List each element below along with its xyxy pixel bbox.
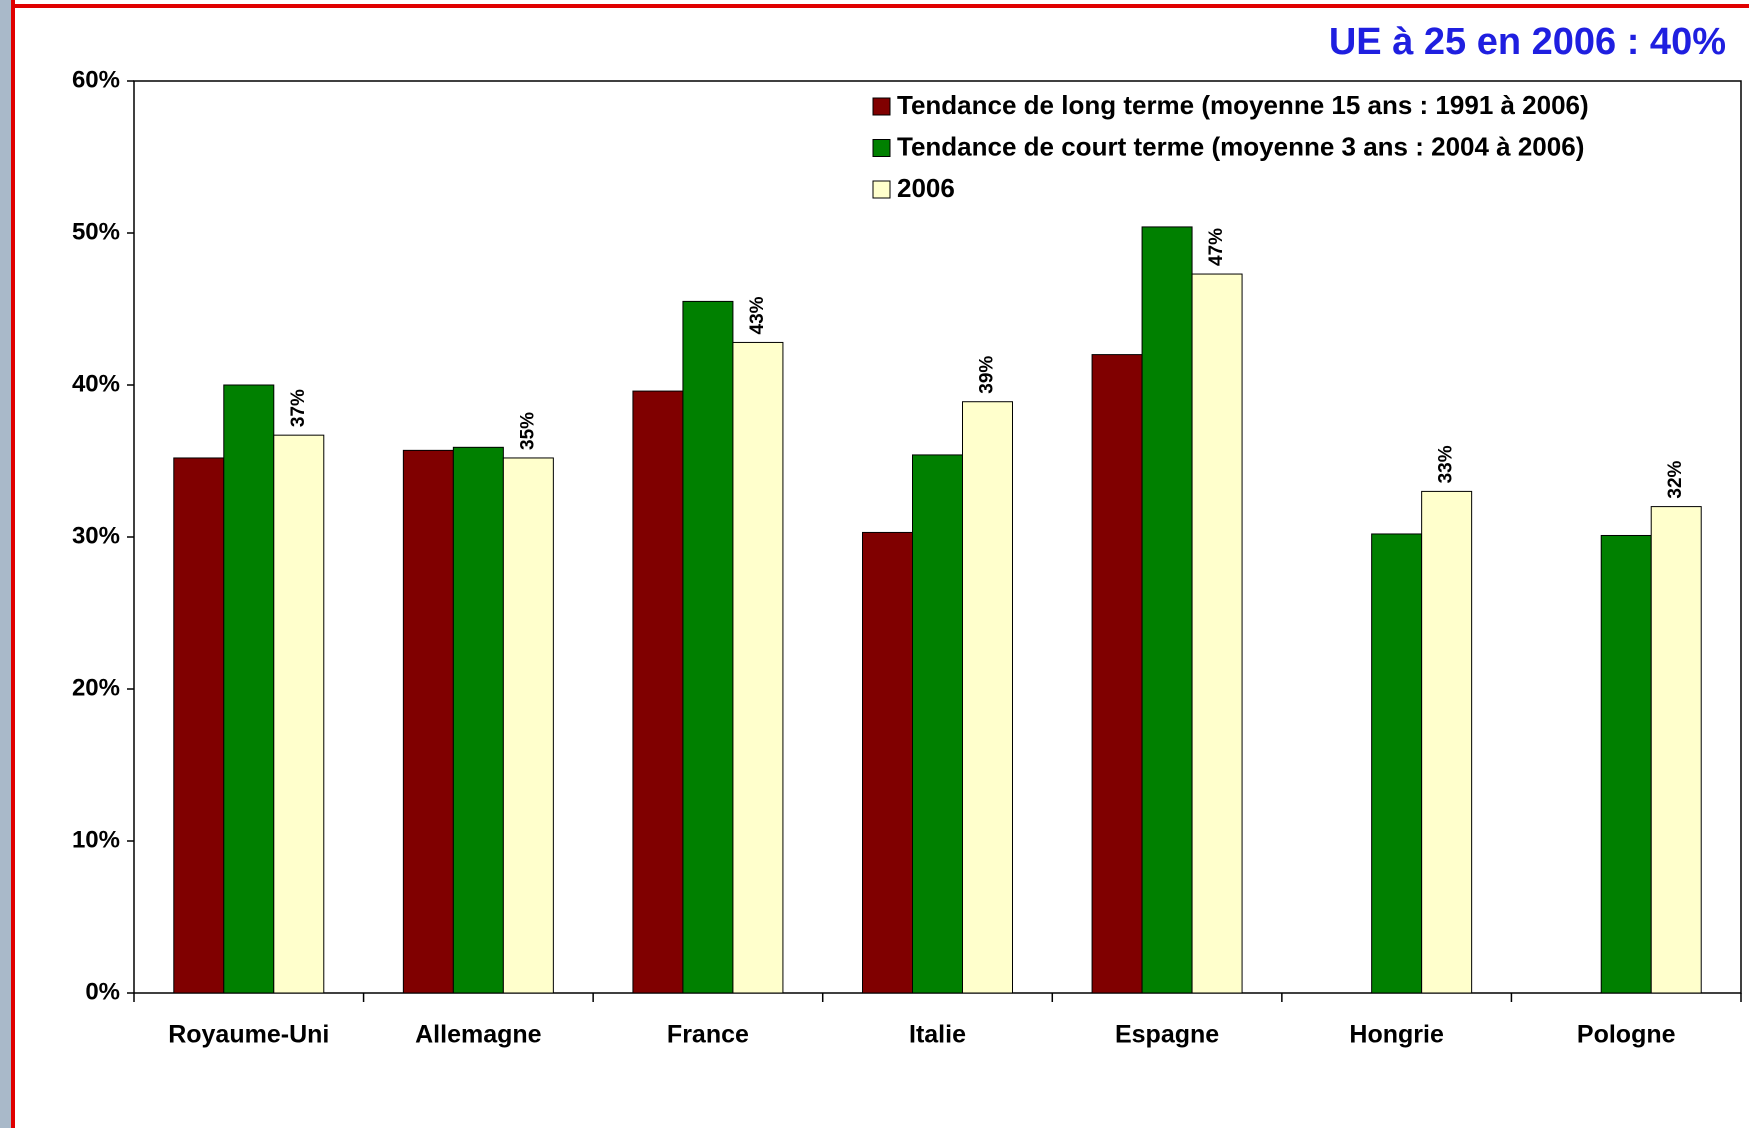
bar: [732, 341, 784, 994]
bar: [1141, 226, 1193, 994]
value-label: 43%: [747, 296, 768, 334]
legend-label: Tendance de long terme (moyenne 15 ans :…: [897, 90, 1589, 120]
bar: [1421, 490, 1473, 994]
y-tick-label: 20%: [72, 674, 120, 701]
legend-swatch: [872, 139, 891, 157]
annotation: UE à 25 en 2006 : 40%: [1329, 21, 1726, 63]
bar: [1191, 273, 1243, 994]
legend-swatch: [872, 180, 891, 199]
bar: [682, 300, 734, 994]
value-label: 47%: [1206, 228, 1227, 266]
y-tick-label: 40%: [72, 370, 120, 397]
value-label: 33%: [1436, 445, 1457, 483]
legend-label: Tendance de court terme (moyenne 3 ans :…: [897, 131, 1584, 161]
bar: [1650, 506, 1702, 994]
bar: [402, 449, 454, 994]
x-tick-label: Hongrie: [1349, 1021, 1444, 1049]
y-tick-label: 10%: [72, 826, 120, 853]
y-tick-label: 60%: [72, 66, 120, 93]
x-tick-label: France: [667, 1021, 749, 1049]
bar: [502, 457, 554, 994]
x-tick-label: Allemagne: [415, 1021, 542, 1049]
bar: [173, 457, 225, 994]
bar: [862, 531, 913, 994]
value-label: 37%: [288, 389, 309, 427]
bar: [1091, 354, 1143, 994]
bar: [962, 401, 1013, 994]
legend-label: 2006: [897, 173, 955, 203]
x-tick-label: Royaume-Uni: [168, 1021, 329, 1049]
value-label: 39%: [977, 356, 998, 394]
background-strip: [0, 0, 14, 1128]
bar: [1371, 533, 1423, 994]
bar: [223, 384, 275, 994]
bar: [452, 446, 504, 994]
bar: [632, 390, 684, 994]
x-tick-label: Pologne: [1577, 1021, 1676, 1049]
bar: [273, 434, 325, 994]
bar: [1600, 534, 1652, 994]
legend-swatch: [872, 97, 891, 116]
y-tick-label: 30%: [72, 522, 120, 549]
y-tick-label: 50%: [72, 218, 120, 245]
x-tick-label: Espagne: [1115, 1021, 1219, 1049]
bar: [912, 454, 963, 994]
y-tick-label: 0%: [85, 978, 120, 1005]
value-label: 35%: [517, 412, 538, 450]
value-label: 32%: [1665, 460, 1686, 498]
x-tick-label: Italie: [909, 1021, 966, 1049]
